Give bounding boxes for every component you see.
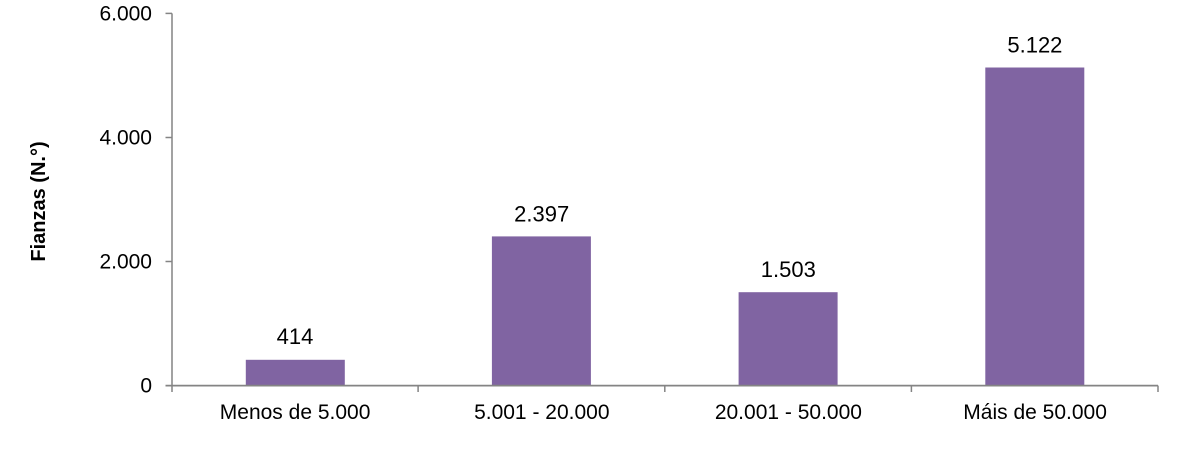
svg-text:4.000: 4.000	[99, 127, 152, 150]
svg-text:1.503: 1.503	[761, 257, 816, 282]
svg-text:20.001 - 50.000: 20.001 - 50.000	[715, 401, 862, 424]
svg-text:0: 0	[140, 375, 152, 398]
svg-text:6.000: 6.000	[99, 2, 152, 25]
svg-text:Menos de 5.000: Menos de 5.000	[220, 401, 371, 424]
svg-text:Fianzas (N.°): Fianzas (N.°)	[28, 141, 50, 261]
svg-text:5.122: 5.122	[1007, 32, 1062, 57]
svg-text:Máis de 50.000: Máis de 50.000	[963, 401, 1107, 424]
svg-text:5.001 - 20.000: 5.001 - 20.000	[474, 401, 609, 424]
svg-text:2.000: 2.000	[99, 251, 152, 274]
svg-text:414: 414	[277, 324, 314, 349]
svg-text:2.397: 2.397	[514, 202, 569, 227]
